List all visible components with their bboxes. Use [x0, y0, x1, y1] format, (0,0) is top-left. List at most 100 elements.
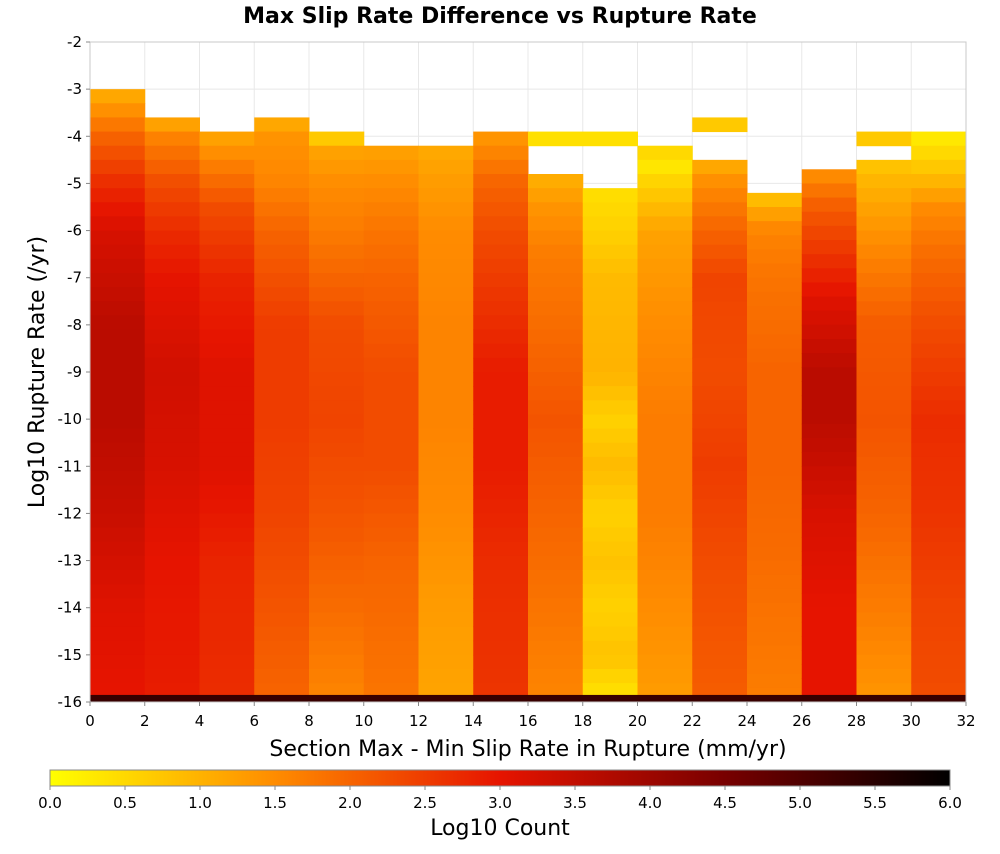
heatmap-cell	[582, 471, 638, 486]
heatmap-cell	[747, 447, 803, 463]
heatmap-cell	[856, 188, 912, 203]
heatmap-cell	[582, 202, 638, 217]
heatmap-cell	[144, 471, 200, 486]
heatmap-cell	[582, 400, 638, 415]
heatmap-cell	[418, 456, 474, 472]
heatmap-cell	[254, 555, 310, 571]
heatmap-cell	[801, 508, 857, 524]
heatmap-cell	[199, 301, 255, 316]
heatmap-cell	[637, 414, 693, 430]
y-tick-label: -15	[58, 646, 83, 664]
heatmap-cell	[692, 683, 748, 696]
heatmap-cell	[199, 131, 255, 147]
colorbar-tick-label: 3.5	[563, 794, 587, 812]
heatmap-cell	[144, 442, 200, 458]
heatmap-cell	[144, 230, 200, 246]
heatmap-cell	[363, 669, 419, 684]
heatmap-cell	[418, 315, 474, 331]
heatmap-cell	[637, 357, 693, 373]
heatmap-cell	[801, 438, 857, 453]
heatmap-cell	[473, 456, 529, 472]
heatmap-cell	[637, 570, 693, 585]
heatmap-cell	[911, 273, 967, 288]
heatmap-cell	[637, 442, 693, 458]
y-tick-label: -11	[58, 457, 83, 475]
heatmap-cell	[309, 159, 365, 175]
heatmap-cell	[801, 353, 857, 368]
heatmap-cell	[254, 131, 310, 147]
heatmap-cell	[473, 471, 529, 486]
heatmap-cell	[692, 273, 748, 288]
heatmap-cell	[911, 485, 967, 500]
heatmap-cell	[801, 268, 857, 283]
heatmap-cell	[418, 626, 474, 642]
heatmap-cell	[254, 159, 310, 175]
heatmap-cell	[309, 414, 365, 430]
heatmap-cell	[199, 174, 255, 189]
heatmap-cell	[90, 315, 146, 331]
heatmap-cell	[801, 522, 857, 538]
heatmap-cell	[528, 456, 584, 472]
heatmap-cell	[801, 650, 857, 665]
heatmap-cell	[911, 372, 967, 387]
heatmap-cell	[418, 372, 474, 387]
heatmap-cell	[692, 343, 748, 359]
heatmap-cell	[856, 216, 912, 232]
heatmap-cell	[363, 159, 419, 175]
heatmap-cell	[309, 654, 365, 670]
heatmap-cell	[199, 541, 255, 557]
heatmap-cell	[90, 669, 146, 684]
heatmap-cell	[747, 504, 803, 519]
heatmap-cell	[473, 343, 529, 359]
x-tick-label: 16	[518, 712, 537, 730]
heatmap-cell	[528, 555, 584, 571]
heatmap-cell	[582, 442, 638, 458]
heatmap-cell	[692, 584, 748, 599]
heatmap-cell	[199, 456, 255, 472]
heatmap-cell	[363, 598, 419, 613]
heatmap-cell	[418, 329, 474, 345]
y-tick-label: -3	[67, 80, 82, 98]
colorbar-tick-label: 1.0	[188, 794, 212, 812]
heatmap-cell	[747, 376, 803, 392]
heatmap-cell	[309, 640, 365, 656]
heatmap-cell	[90, 513, 146, 529]
heatmap-cell	[473, 683, 529, 696]
heatmap-cell	[582, 329, 638, 345]
heatmap-cell	[911, 188, 967, 203]
heatmap-cell	[199, 485, 255, 500]
heatmap-cell	[254, 287, 310, 302]
heatmap-cell	[637, 315, 693, 331]
heatmap-cell	[144, 612, 200, 628]
heatmap-cell	[637, 513, 693, 529]
heatmap-cell	[528, 386, 584, 401]
heatmap-cell	[90, 372, 146, 387]
x-axis-ticks: 0 2 4 6 8 10 12 14 16 18 20 22 24 26 28 30 32	[85, 702, 976, 730]
heatmap-cell	[637, 287, 693, 302]
heatmap-cell	[309, 442, 365, 458]
heatmap-cell	[418, 216, 474, 232]
heatmap-cell	[473, 372, 529, 387]
heatmap-cell	[528, 442, 584, 458]
heatmap-cell	[473, 329, 529, 345]
heatmap-cell	[199, 386, 255, 401]
heatmap-cell	[418, 570, 474, 585]
heatmap-cell	[856, 131, 912, 147]
heatmap-cell	[637, 244, 693, 260]
heatmap-cell	[309, 315, 365, 331]
heatmap-cell	[801, 607, 857, 623]
heatmap-cell	[528, 612, 584, 628]
heatmap-cell	[418, 386, 474, 401]
heatmap-cell	[144, 555, 200, 571]
heatmap-cell	[911, 230, 967, 246]
heatmap-cell	[801, 678, 857, 694]
heatmap-cell	[254, 230, 310, 246]
heatmap-cell	[418, 683, 474, 696]
x-tick-label: 32	[956, 712, 975, 730]
heatmap-cell	[637, 584, 693, 599]
heatmap-cell	[199, 230, 255, 246]
heatmap-cell	[144, 598, 200, 613]
heatmap-cell	[637, 372, 693, 387]
heatmap-cell	[637, 428, 693, 444]
heatmap-cell	[911, 216, 967, 232]
